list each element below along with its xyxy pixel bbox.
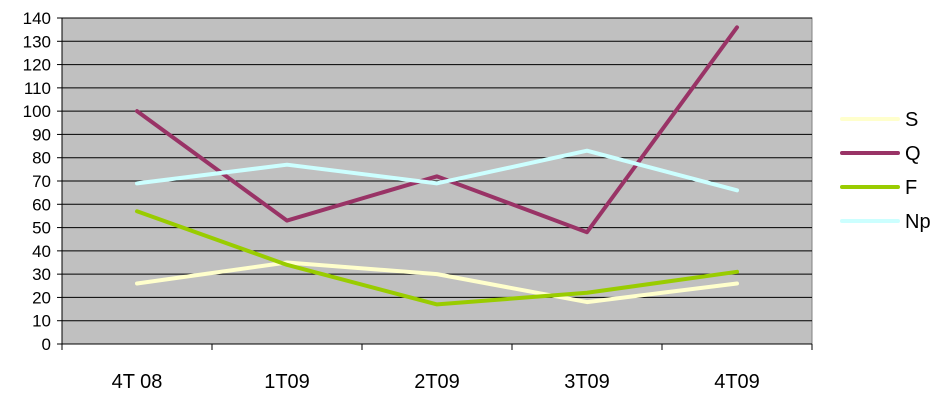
y-tick-label: 100 bbox=[23, 102, 51, 121]
y-tick-label: 30 bbox=[32, 265, 51, 284]
series-line-s bbox=[135, 260, 739, 305]
x-tick-label: 3T09 bbox=[564, 371, 610, 393]
y-tick-label: 70 bbox=[32, 172, 51, 191]
series-line-f bbox=[135, 209, 739, 307]
legend-item-np: Np bbox=[840, 211, 931, 233]
y-tick-label: 0 bbox=[42, 335, 51, 354]
y-tick-label: 80 bbox=[32, 149, 51, 168]
x-tick-label: 4T09 bbox=[714, 371, 760, 393]
y-tick-label: 40 bbox=[32, 242, 51, 261]
y-tick-label: 130 bbox=[23, 32, 51, 51]
y-tick-label: 90 bbox=[32, 125, 51, 144]
legend-item-s: S bbox=[840, 109, 918, 131]
y-tick-label: 60 bbox=[32, 195, 51, 214]
y-tick-label: 110 bbox=[24, 79, 51, 98]
legend-label: S bbox=[905, 109, 918, 131]
legend-label: Q bbox=[905, 143, 921, 165]
series-line-np bbox=[135, 148, 739, 193]
y-axis-ticks: 0 10 20 30 40 50 60 70 80 90 100 110 120 130 140 bbox=[23, 9, 62, 354]
x-tick-label: 2T09 bbox=[414, 371, 460, 393]
legend: SQF Np bbox=[840, 109, 931, 233]
x-tick-label: 1T09 bbox=[264, 371, 310, 393]
series-lines bbox=[135, 25, 739, 307]
y-tick-label: 140 bbox=[23, 9, 51, 28]
legend-item-q: Q bbox=[840, 143, 921, 165]
x-tick-label: 4T 08 bbox=[112, 371, 163, 393]
y-tick-label: 120 bbox=[23, 56, 51, 75]
legend-item-f: F bbox=[840, 177, 917, 199]
y-tick-label: 20 bbox=[32, 288, 51, 307]
legend-label: F bbox=[905, 177, 917, 199]
y-tick-label: 50 bbox=[32, 219, 51, 238]
legend-label: Np bbox=[905, 211, 931, 233]
gridlines bbox=[62, 17, 812, 322]
x-axis-ticks: 4T 08 1T09 2T09 3T09 4T09 bbox=[61, 344, 813, 393]
y-tick-label: 10 bbox=[32, 312, 51, 331]
